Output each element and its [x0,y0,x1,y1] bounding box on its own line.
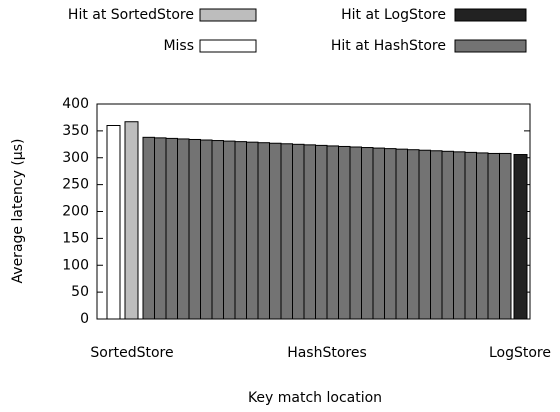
legend-label: Miss [163,38,194,54]
legend-swatch [454,39,527,53]
bar [513,154,528,320]
x-group-label: LogStore [489,345,551,361]
y-tick-label: 150 [62,230,89,246]
legend-swatch [199,8,257,22]
bar [326,145,339,320]
x-axis-label: Key match location [248,390,382,406]
bar [154,137,167,320]
bar [430,150,443,320]
bar [246,141,259,320]
legend-label: Hit at SortedStore [68,7,194,23]
bar [315,144,328,320]
bar [223,140,236,320]
bar [211,140,224,320]
y-tick-label: 250 [62,177,89,193]
bar [165,137,178,320]
bar [407,149,420,320]
bar [361,147,374,320]
x-group-label: HashStores [287,345,367,361]
bar [234,141,247,320]
bar [499,152,512,320]
y-tick-label: 200 [62,204,89,220]
bar [269,142,282,320]
legend-label: Hit at HashStore [331,38,446,54]
bar [292,143,305,320]
x-group-label: SortedStore [90,345,173,361]
bar [106,125,121,320]
bar [372,147,385,320]
legend-label: Hit at LogStore [341,7,446,23]
y-tick-label: 0 [80,311,89,327]
plot-frame [96,103,531,320]
bar [303,144,316,320]
bar [487,152,500,320]
bar [384,148,397,320]
y-tick-label: 350 [62,123,89,139]
bar [124,121,139,320]
bar [349,146,362,320]
y-tick-label: 50 [71,284,89,300]
bar [395,148,408,320]
y-axis-label: Average latency (µs) [10,139,26,284]
bar [177,138,190,320]
y-tick-label: 400 [62,96,89,112]
bar [188,138,201,320]
bar [453,151,466,320]
bar [418,149,431,320]
bar [338,145,351,320]
bar [280,143,293,320]
y-tick-label: 300 [62,150,89,166]
y-tick-label: 100 [62,257,89,273]
bar [464,151,477,320]
legend-swatch [454,8,527,22]
legend-swatch [199,39,257,53]
bar [200,139,213,320]
bar [476,152,489,320]
bar [142,136,155,320]
bar [441,150,454,320]
bar [257,142,270,320]
